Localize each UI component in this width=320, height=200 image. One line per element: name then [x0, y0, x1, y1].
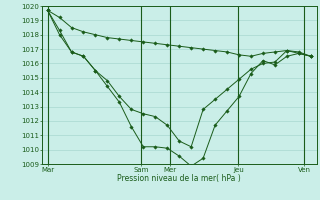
X-axis label: Pression niveau de la mer( hPa ): Pression niveau de la mer( hPa ) — [117, 174, 241, 183]
